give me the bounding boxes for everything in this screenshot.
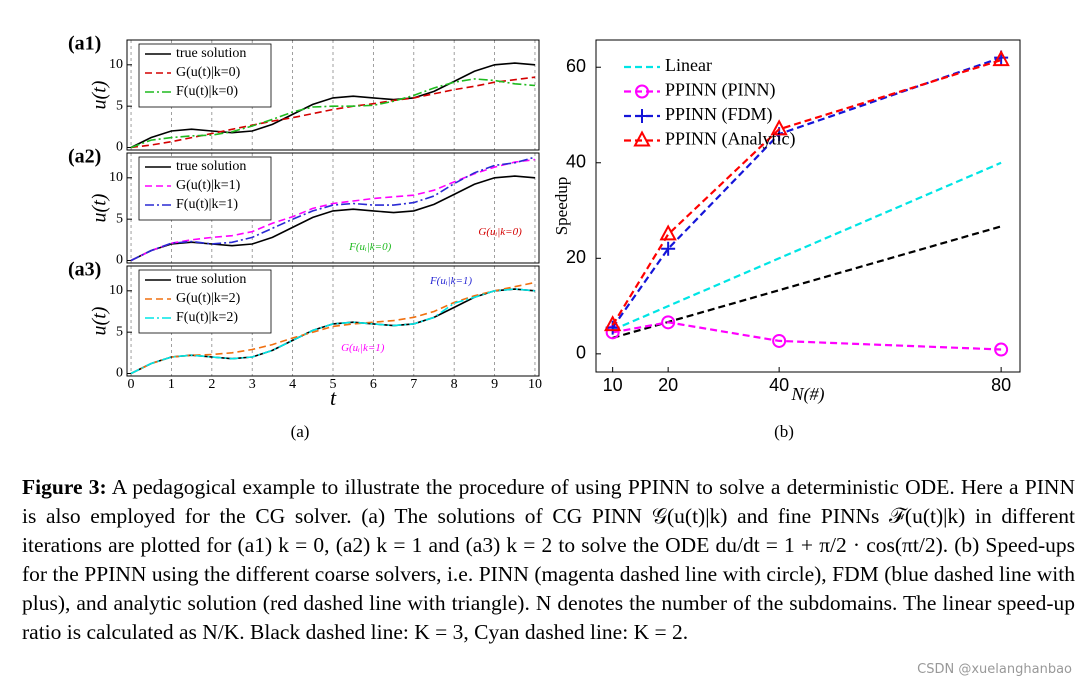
x-tick-label: 40 [769, 375, 789, 395]
legend-label: G(u(t)|k=0) [176, 65, 241, 80]
legend-marker [635, 109, 649, 123]
plot-frame [595, 39, 1021, 373]
series-line [130, 288, 536, 375]
legend-label: G(u(t)|k=1) [176, 178, 241, 193]
chart-title: (a3) [68, 259, 101, 281]
chart: 0 5 10 true solution G(u(t)|k=0) F(u(t)|k=0) (… [68, 33, 540, 155]
subfigure-label: (b) [774, 422, 794, 441]
chart-title: (a1) [68, 33, 101, 55]
series-line [612, 225, 1002, 339]
x-tick-label: 3 [249, 377, 256, 392]
marker [770, 119, 788, 136]
x-tick-label: 10 [528, 377, 542, 392]
x-tick-label: 7 [410, 377, 417, 392]
y-tick-label: 5 [116, 324, 123, 339]
y-tick-label: 0 [116, 253, 123, 268]
y-tick-label: 5 [116, 211, 123, 226]
chart: 0 5 10 true solution G(u(t)|k=1) F(u(t)|k=1) (… [68, 146, 540, 268]
y-axis-label: u(t) [89, 193, 111, 222]
marker [659, 224, 677, 241]
series-line [612, 161, 1002, 332]
x-tick-label: 2 [208, 377, 215, 392]
x-axis-label: N(#) [791, 384, 825, 405]
y-tick-label: 0 [116, 366, 123, 381]
marker [772, 333, 787, 348]
series-line [130, 158, 536, 262]
series-line [130, 62, 536, 149]
x-axis-label: t [330, 385, 337, 410]
y-tick-label: 40 [566, 152, 586, 172]
y-tick-label: 0 [116, 140, 123, 155]
chart: 0 1 2 3 4 5 6 7 8 9 10 0 5 10 true solution G(u(t)|k=2)… [68, 259, 542, 410]
x-tick-label: 80 [991, 375, 1011, 395]
legend-marker [633, 130, 651, 147]
legend-label: PPINN (FDM) [665, 104, 773, 125]
series-line [612, 321, 1002, 351]
y-tick-label: 0 [576, 343, 586, 363]
legend-label: PPINN (PINN) [665, 80, 776, 101]
caption: Figure 3: A pedagogical example to illus… [22, 473, 1075, 647]
plot-frame [126, 265, 540, 377]
series-line [130, 156, 536, 262]
x-tick-label: 6 [370, 377, 377, 392]
annotation: G(uᵢ|k=1) [341, 342, 385, 354]
y-tick-label: 60 [566, 56, 586, 76]
watermark: CSDN @xuelanghanbao [917, 662, 1072, 677]
legend-label: F(u(t)|k=0) [176, 84, 238, 99]
x-tick-label: 0 [128, 377, 135, 392]
marker [992, 49, 1010, 67]
legend-label: G(u(t)|k=2) [176, 291, 241, 306]
x-tick-label: 8 [451, 377, 458, 392]
y-tick-label: 20 [566, 247, 586, 267]
annotation: G(uᵢ|k=0) [478, 226, 522, 238]
annotation: F(uᵢ|k=0) [348, 241, 391, 253]
y-axis-label: Speedup [552, 177, 571, 236]
legend-label: F(u(t)|k=1) [176, 197, 238, 212]
x-tick-label: 4 [289, 377, 296, 392]
y-axis-label: u(t) [89, 306, 111, 335]
caption-text: A pedagogical example to illustrate the … [22, 475, 1075, 644]
x-tick-label: 1 [168, 377, 175, 392]
subfigure-label: (a) [291, 422, 310, 441]
y-axis-label: u(t) [89, 80, 111, 109]
marker [603, 315, 622, 332]
marker [661, 241, 676, 256]
chart: 10 20 40 80 0 20 40 60 Linear PPINN (PINN) PPINN (… [552, 39, 1021, 405]
series-line [130, 78, 536, 149]
x-tick-label: 9 [491, 377, 498, 392]
plot-frame [126, 39, 540, 151]
x-tick-label: 20 [658, 375, 678, 395]
annotation: F(uᵢ|k=1) [429, 275, 472, 287]
legend-label: PPINN (Analytic) [665, 129, 795, 150]
y-tick-label: 5 [116, 98, 123, 113]
y-tick-label: 10 [109, 283, 123, 298]
plot-frame [126, 152, 540, 264]
legend-label: Linear [665, 55, 712, 75]
legend-label: true solution [176, 46, 246, 61]
chart-title: (a2) [68, 146, 101, 168]
series-line [611, 59, 1002, 326]
legend-label: F(u(t)|k=2) [176, 310, 238, 325]
marker [994, 342, 1009, 357]
caption-label: Figure 3: [22, 475, 107, 499]
y-tick-label: 10 [109, 57, 123, 72]
legend-marker [635, 84, 649, 99]
x-tick-label: 5 [330, 377, 337, 392]
legend-label: true solution [176, 159, 246, 174]
y-tick-label: 10 [109, 170, 123, 185]
x-tick-label: 10 [603, 375, 623, 395]
series-line [611, 56, 1002, 329]
marker [661, 315, 676, 330]
legend-label: true solution [176, 272, 246, 287]
